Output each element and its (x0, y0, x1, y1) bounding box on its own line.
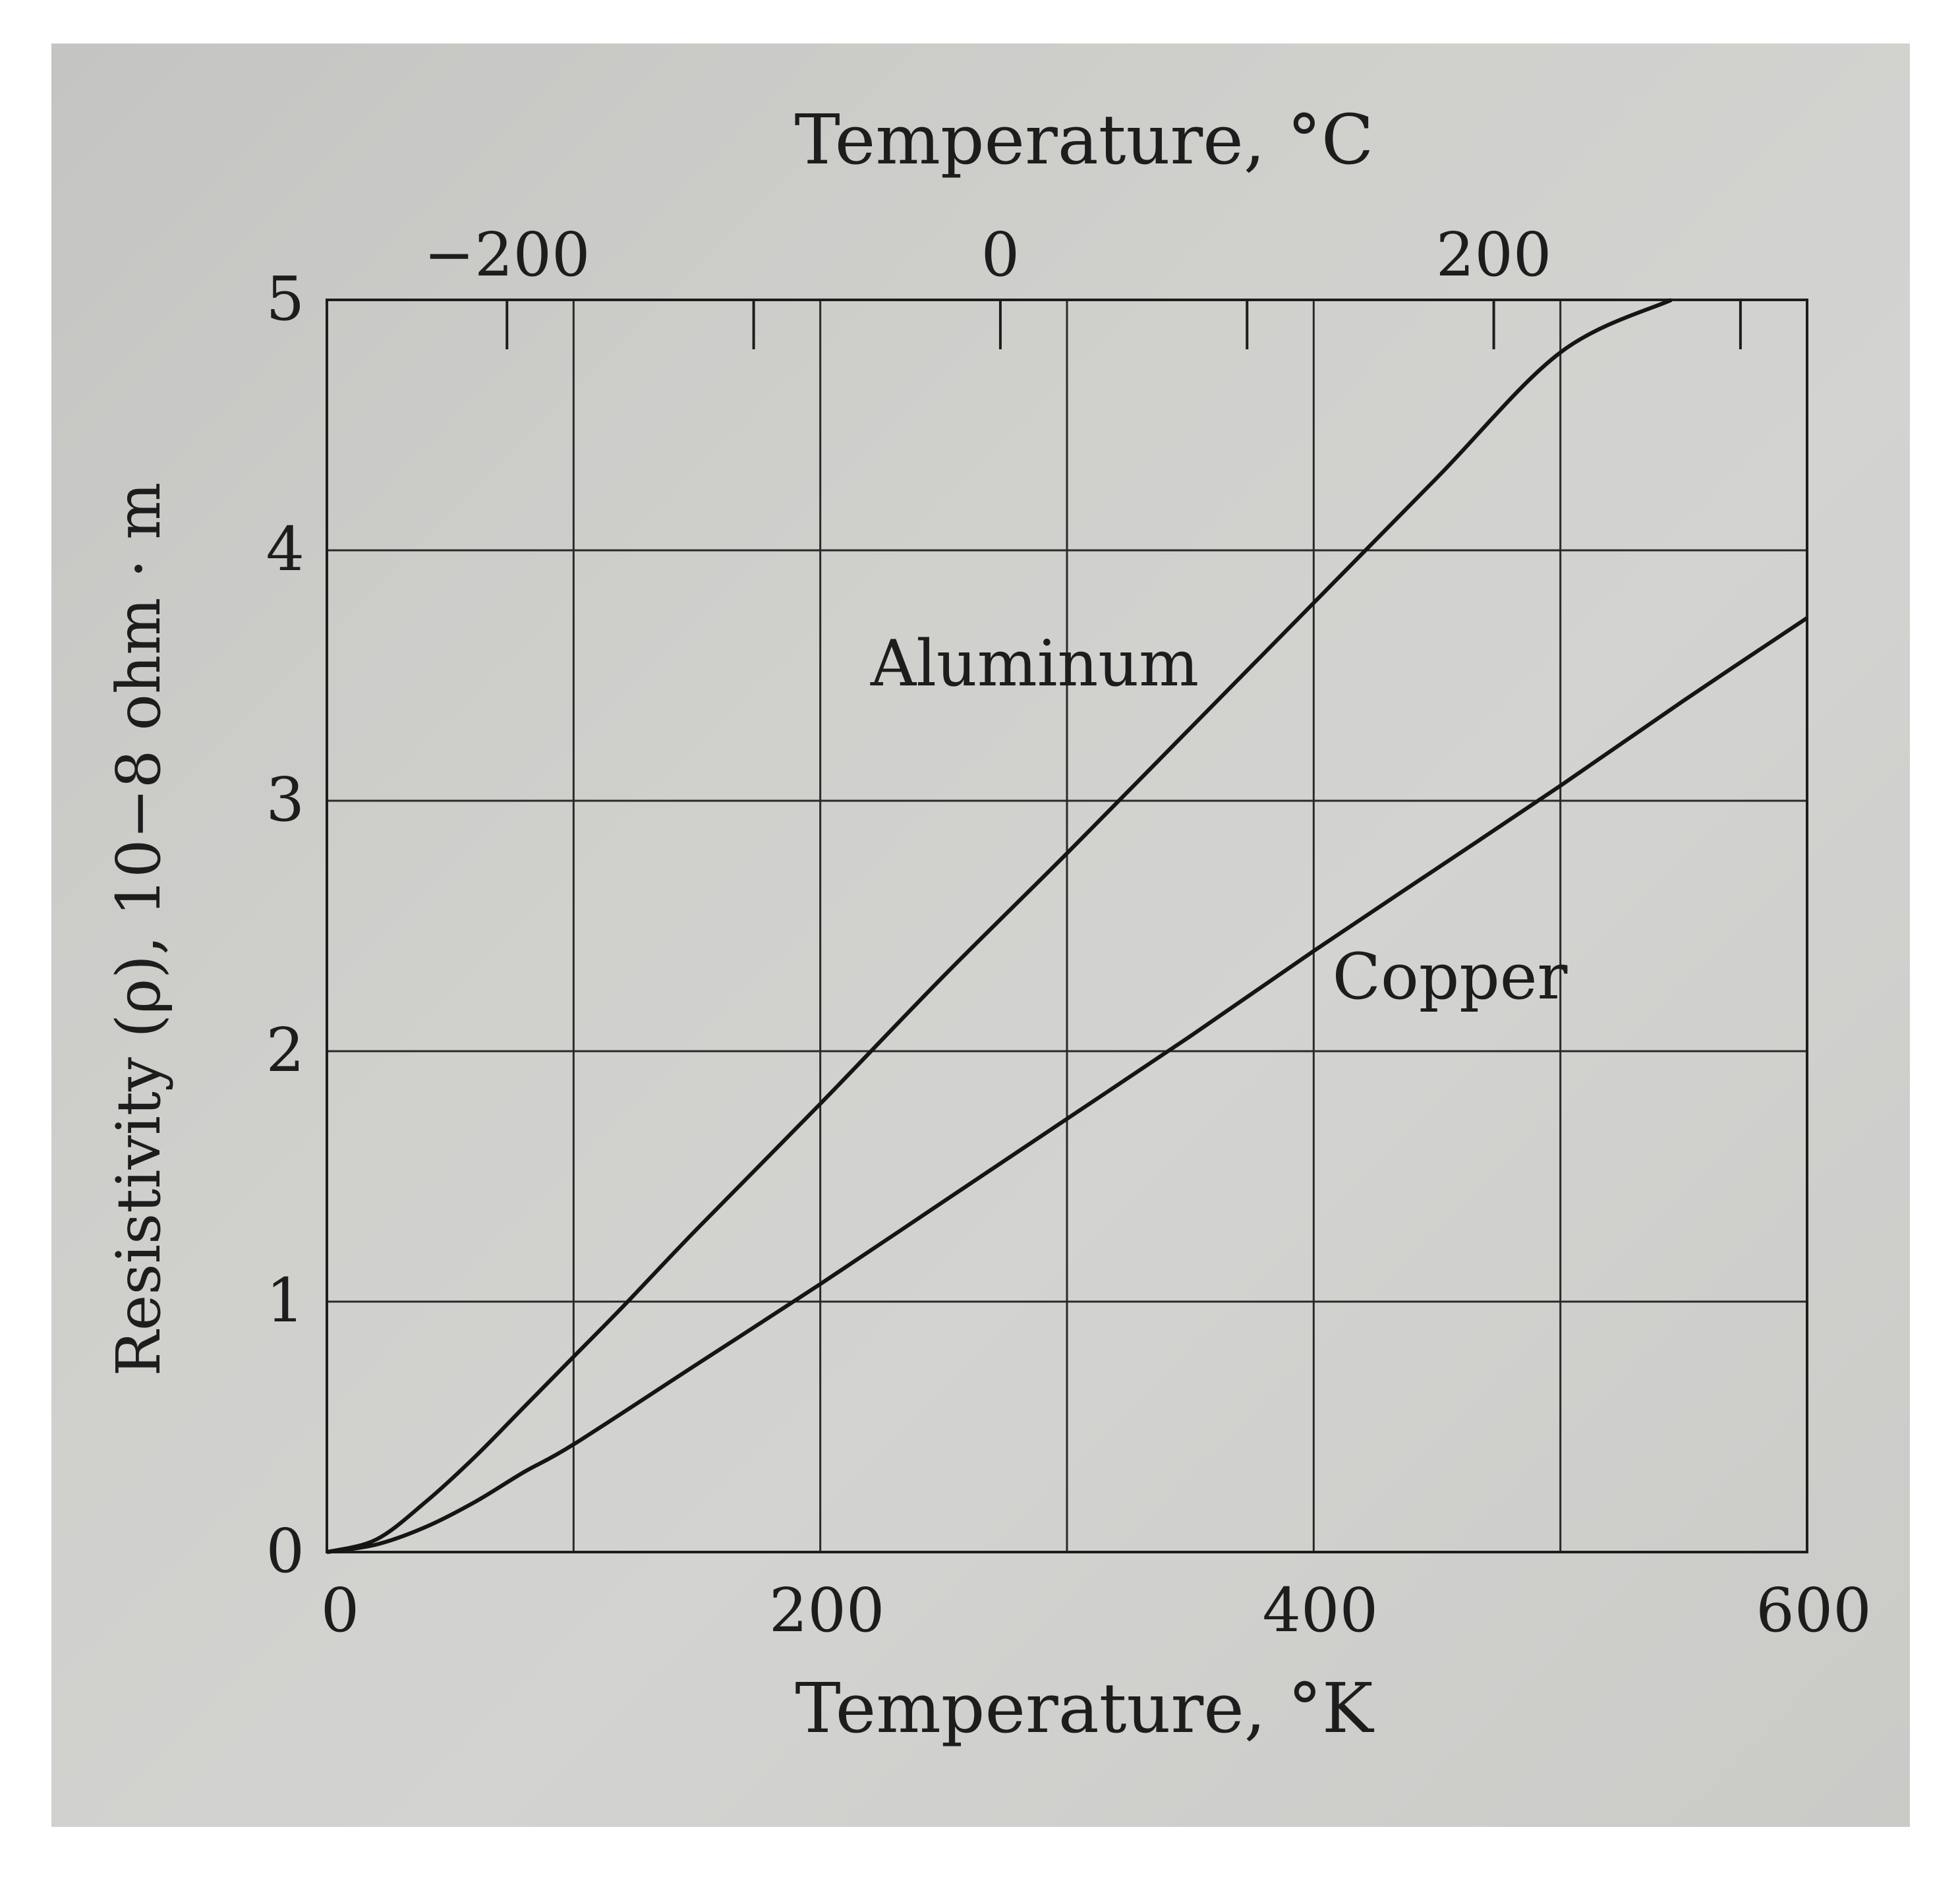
x-tick-label: 0 (321, 1575, 360, 1646)
top-axis-title: Temperature, °C (794, 100, 1373, 180)
celsius-tick-label: 0 (981, 219, 1020, 290)
series-line-copper (326, 616, 1808, 1554)
series-label-aluminum: Aluminum (870, 627, 1199, 701)
series-labels: Aluminum Copper (870, 627, 1568, 1014)
y-axis-title: Resistivity (ρ), 10−8 ohm · m (103, 482, 174, 1377)
plot-frame (326, 299, 1808, 1553)
celsius-tick-label: −200 (424, 219, 590, 290)
curves (326, 298, 1808, 1554)
photo-background (51, 43, 1910, 1827)
celsius-ticks (505, 300, 1742, 349)
series-line-aluminum (326, 298, 1673, 1554)
x-axis-title: Temperature, °K (795, 1668, 1374, 1748)
y-tick-label: 3 (266, 764, 304, 835)
x-tick-label: 400 (1263, 1575, 1379, 1646)
series-label-copper: Copper (1333, 940, 1568, 1014)
x-tick-label: 200 (769, 1575, 885, 1646)
y-tick-label: 1 (266, 1265, 304, 1336)
celsius-tick-labels: −200 0 200 (424, 219, 1551, 290)
y-tick-labels: 0 1 2 3 4 5 (266, 264, 304, 1586)
y-tick-label: 2 (266, 1015, 304, 1085)
celsius-tick-label: 200 (1436, 219, 1552, 290)
y-tick-label: 0 (266, 1516, 304, 1586)
grid (327, 300, 1807, 1552)
x-tick-labels: 0 200 400 600 (321, 1575, 1872, 1646)
x-tick-label: 600 (1756, 1575, 1872, 1646)
y-tick-label: 4 (266, 514, 304, 585)
y-tick-label: 5 (266, 264, 304, 334)
